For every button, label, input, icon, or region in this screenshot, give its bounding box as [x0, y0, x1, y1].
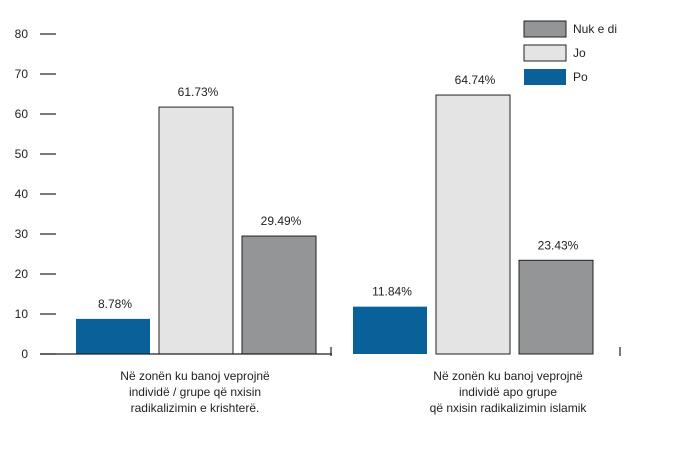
legend-label: Po	[573, 70, 588, 84]
x-category-label: Në zonën ku banoj veprojnë	[120, 369, 270, 383]
category-labels: Në zonën ku banoj veprojnë individë / gru…	[120, 369, 587, 415]
bars	[76, 94, 594, 355]
x-category-label: individë apo grupe	[459, 385, 557, 399]
legend-swatch	[523, 44, 567, 62]
y-axis: 0 10 20 30 40 50 60 70 80	[15, 27, 56, 361]
data-label: 8.78%	[98, 297, 132, 311]
bar-po-1	[76, 318, 150, 354]
y-tick-label: 70	[15, 67, 29, 81]
bar-jo-2	[435, 94, 511, 355]
data-label: 23.43%	[538, 238, 579, 252]
y-tick-label: 0	[21, 347, 28, 361]
data-label: 11.84%	[372, 285, 412, 299]
y-tick-label: 60	[15, 107, 29, 121]
legend-label: Nuk e di	[573, 22, 617, 36]
data-label: 61.73%	[178, 85, 219, 99]
y-tick-label: 30	[15, 227, 29, 241]
legend-label: Jo	[573, 46, 586, 60]
bar-nuk-e-di-1	[241, 235, 317, 355]
y-tick-label: 20	[15, 267, 29, 281]
x-category-label: që nxisin radikalizimin islamik	[430, 401, 588, 415]
legend-swatch	[523, 20, 567, 38]
x-category-label: Në zonën ku banoj veprojnë	[433, 369, 583, 383]
value-labels: 8.78% 11.84% 61.73% 64.74% 29.49% 23.43%	[98, 73, 579, 311]
x-category-label: individë / grupe që nxisin	[129, 385, 261, 399]
data-label: 64.74%	[455, 73, 496, 87]
bar-jo-1	[158, 106, 234, 355]
legend: Nuk e di Jo Po	[523, 20, 617, 85]
x-category-label: radikalizimin e krishterë.	[131, 401, 260, 415]
legend-swatch	[524, 69, 566, 85]
data-label: 29.49%	[261, 214, 302, 228]
x-axis	[40, 347, 621, 356]
y-tick-label: 50	[15, 147, 29, 161]
bar-nuk-e-di-2	[518, 259, 594, 355]
y-tick-label: 80	[15, 27, 29, 41]
y-tick-label: 10	[15, 307, 29, 321]
bar-po-2	[353, 306, 427, 354]
y-tick-label: 40	[15, 187, 29, 201]
